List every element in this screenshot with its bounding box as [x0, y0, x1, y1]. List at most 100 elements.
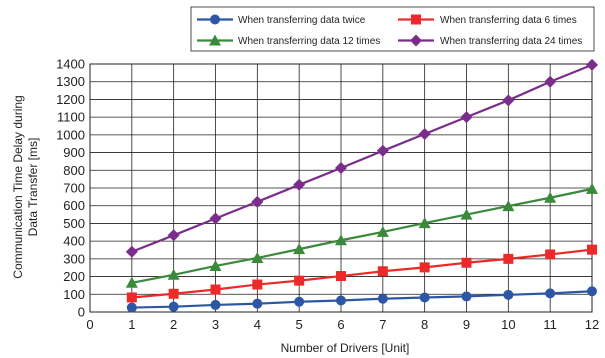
data-point — [461, 291, 472, 302]
data-point — [587, 244, 597, 255]
y-tick-label: 1300 — [56, 74, 85, 89]
data-point — [209, 259, 222, 271]
data-point — [545, 288, 556, 299]
legend-label: When transferring data 12 times — [238, 36, 380, 47]
series-2 — [125, 182, 598, 288]
series-line — [131, 63, 593, 253]
data-point — [376, 144, 389, 157]
x-tick-label: 12 — [585, 317, 599, 332]
y-axis-title: Communication Time Delay during Data Tra… — [11, 95, 40, 278]
data-point — [335, 234, 347, 246]
y-tick-label: 900 — [63, 145, 85, 160]
series-group — [125, 58, 598, 313]
x-tick-label: 7 — [379, 317, 386, 332]
data-point — [418, 127, 431, 140]
legend-box — [190, 6, 595, 52]
data-point — [252, 298, 263, 309]
x-tick-label: 10 — [501, 317, 515, 332]
data-point — [460, 208, 473, 220]
data-point — [126, 292, 137, 303]
x-tick-label: 11 — [543, 317, 557, 332]
x-tick-label: 4 — [254, 317, 261, 332]
data-point — [418, 217, 431, 229]
data-point — [587, 286, 597, 297]
x-tick-label: 8 — [421, 317, 428, 332]
data-point — [167, 229, 180, 242]
y-tick-label: 800 — [63, 163, 85, 178]
data-point — [167, 268, 180, 280]
legend-marker — [410, 34, 422, 47]
data-point — [419, 292, 430, 303]
y-tick-label: 300 — [63, 251, 85, 266]
data-point — [125, 245, 138, 258]
series-0 — [126, 286, 597, 313]
data-point — [377, 266, 388, 277]
y-tick-label: 200 — [63, 269, 85, 284]
data-point — [294, 296, 305, 307]
legend-item-0: When transferring data twice — [197, 14, 366, 26]
data-point — [503, 289, 514, 300]
data-point — [168, 288, 179, 299]
data-point — [210, 299, 221, 310]
data-point — [586, 58, 598, 71]
data-point — [502, 94, 515, 107]
series-line — [131, 187, 593, 284]
y-axis-title-line1: Communication Time Delay during — [11, 95, 25, 278]
data-point — [545, 249, 556, 260]
x-tick-label: 2 — [170, 317, 177, 332]
data-point — [252, 279, 263, 290]
x-tick-label: 6 — [337, 317, 344, 332]
data-point — [503, 253, 514, 264]
data-point — [336, 271, 346, 282]
x-tick-labels: 0 1 2 3 4 5 6 7 8 9 10 11 12 — [86, 317, 599, 332]
data-point — [125, 276, 138, 288]
data-point — [586, 182, 598, 194]
y-tick-label: 600 — [63, 198, 85, 213]
y-tick-label: 1200 — [56, 92, 85, 107]
legend-label: When transferring data twice — [238, 15, 366, 26]
x-tick-label: 0 — [86, 317, 93, 332]
data-point — [335, 161, 347, 174]
series-1 — [126, 244, 597, 303]
y-tick-label: 500 — [63, 216, 85, 231]
data-point — [168, 301, 179, 312]
x-tick-label: 5 — [296, 317, 303, 332]
legend-item-1: When transferring data 6 times — [398, 14, 577, 26]
y-tick-label: 1400 — [56, 57, 85, 72]
series-3 — [125, 58, 598, 258]
legend-marker — [411, 14, 421, 25]
y-tick-label: 100 — [63, 287, 85, 302]
legend-item-2: When transferring data 12 times — [197, 34, 380, 47]
x-axis-title: Number of Drivers [Unit] — [281, 341, 410, 355]
x-tick-label: 3 — [212, 317, 219, 332]
y-tick-label: 700 — [63, 181, 85, 196]
data-point — [210, 284, 221, 295]
data-point — [209, 212, 222, 225]
data-point — [460, 111, 473, 124]
legend-label: When transferring data 6 times — [440, 15, 577, 26]
y-tick-label: 1100 — [57, 110, 85, 125]
data-point — [377, 293, 388, 304]
data-point — [126, 302, 137, 313]
legend-marker — [210, 14, 220, 25]
y-tick-label: 1000 — [56, 127, 85, 142]
legend-item-3: When transferring data 24 times — [398, 34, 582, 47]
legend-marker — [209, 34, 221, 46]
data-point — [293, 178, 306, 191]
series-line — [131, 248, 593, 299]
y-tick-labels: 0 100 200 300 400 500 600 700 800 900 1000 1100 1200… — [56, 57, 85, 320]
data-point — [251, 195, 264, 208]
x-tick-label: 1 — [128, 317, 135, 332]
data-point — [544, 191, 557, 203]
data-point — [293, 243, 306, 255]
y-axis-title-line2: Data Transfer [ms] — [26, 138, 40, 237]
data-point — [544, 75, 557, 88]
series-line — [131, 290, 593, 309]
data-point — [336, 295, 346, 306]
data-point — [294, 275, 305, 286]
legend: When transferring data twice When transfe… — [190, 6, 595, 52]
y-tick-label: 400 — [63, 234, 85, 249]
data-point — [251, 251, 264, 263]
data-point — [376, 225, 389, 237]
